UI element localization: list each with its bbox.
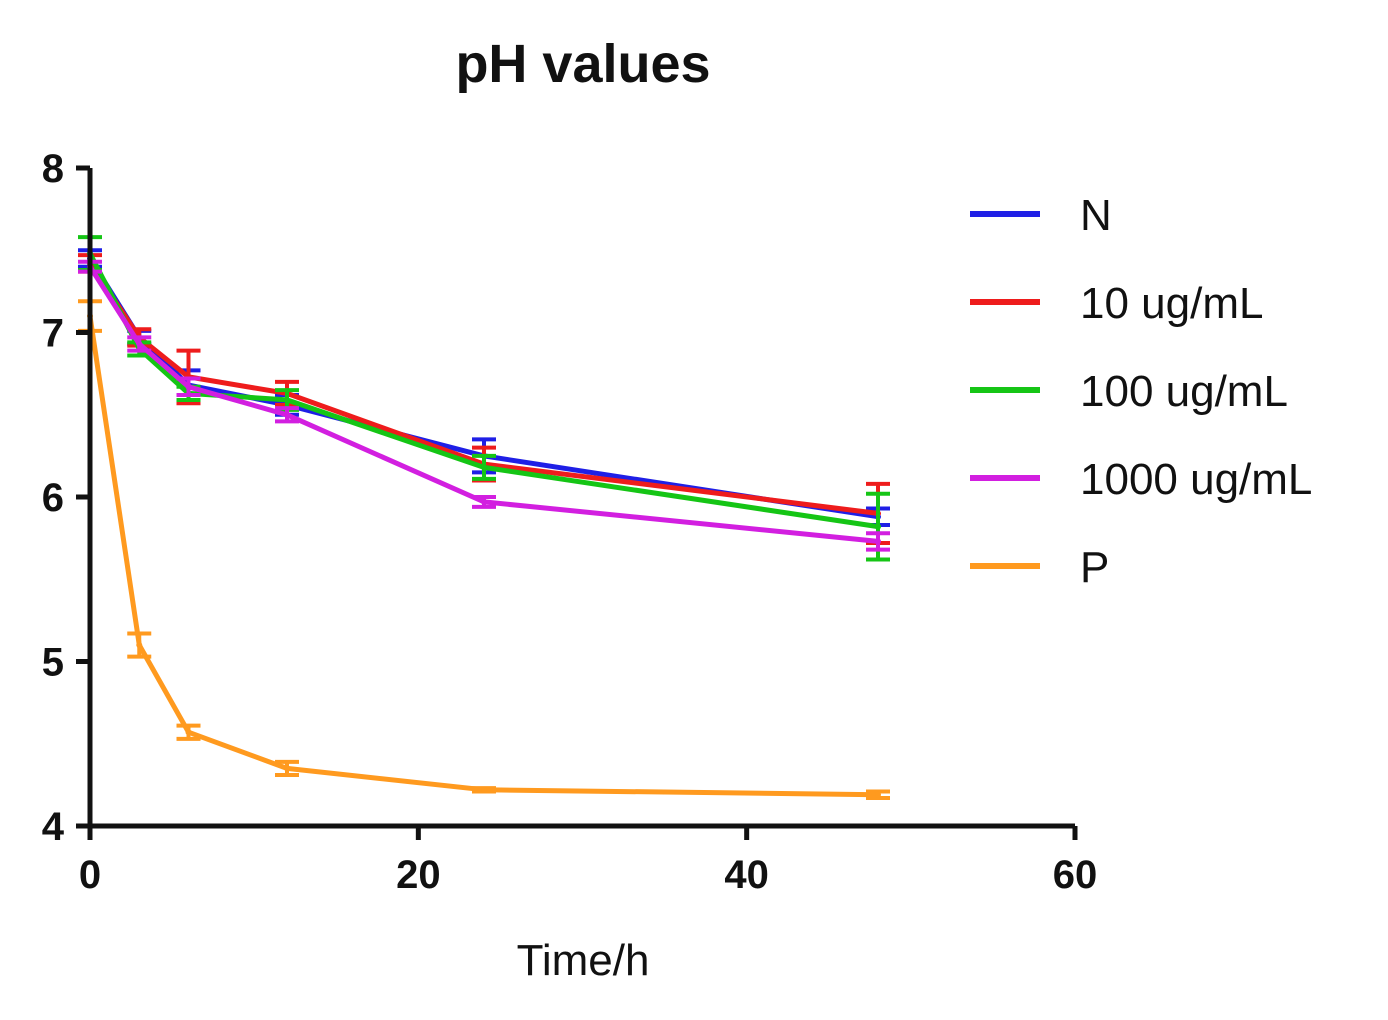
error-bar xyxy=(275,406,299,424)
data-point xyxy=(284,765,290,772)
error-bar xyxy=(866,789,890,801)
data-point xyxy=(481,464,487,471)
legend-label: 10 ug/mL xyxy=(1080,279,1263,328)
y-tick-label: 5 xyxy=(42,641,64,685)
x-tick-label: 0 xyxy=(79,853,101,897)
data-point xyxy=(284,411,290,418)
legend-item: 10 ug/mL xyxy=(970,279,1263,328)
x-axis-label: Time/h xyxy=(517,936,650,985)
data-point xyxy=(185,729,192,736)
y-tick-label: 8 xyxy=(42,147,64,191)
chart-title: pH values xyxy=(455,34,710,94)
series-p xyxy=(78,299,890,801)
series-line xyxy=(87,313,881,798)
y-tick-label: 7 xyxy=(42,312,64,356)
x-tick-label: 40 xyxy=(724,853,769,897)
data-point xyxy=(875,538,881,545)
data-point xyxy=(481,498,487,505)
series-line xyxy=(87,264,881,544)
error-bar xyxy=(127,335,152,353)
legend-label: P xyxy=(1080,543,1109,592)
legend-label: 1000 ug/mL xyxy=(1080,455,1312,504)
legend-item: P xyxy=(970,543,1109,592)
x-tick-label: 60 xyxy=(1053,853,1098,897)
legend-label: N xyxy=(1080,191,1112,240)
error-bar xyxy=(472,786,496,794)
data-point xyxy=(136,642,143,649)
data-point xyxy=(875,791,881,798)
error-bar xyxy=(866,531,890,552)
error-bar xyxy=(176,376,201,398)
y-tick-label: 6 xyxy=(42,476,64,520)
legend: N 10 ug/mL 100 ug/mL 1000 ug/mL P xyxy=(970,191,1312,592)
data-point xyxy=(875,523,881,530)
plot-area xyxy=(78,235,890,801)
y-tick-label: 4 xyxy=(42,805,65,849)
error-bar xyxy=(472,453,496,481)
data-point xyxy=(185,383,192,390)
data-point xyxy=(136,341,143,348)
error-bar xyxy=(176,723,201,741)
axes: 4 5 6 7 8 0 20 40 60 xyxy=(42,147,1098,897)
series-1000-ug-ml xyxy=(78,259,890,552)
error-bar xyxy=(127,631,152,659)
data-point xyxy=(284,396,290,403)
data-point xyxy=(481,786,487,793)
legend-item: 1000 ug/mL xyxy=(970,455,1312,504)
legend-label: 100 ug/mL xyxy=(1080,367,1288,416)
legend-item: N xyxy=(970,191,1112,240)
series-100-ug-ml xyxy=(78,235,890,562)
error-bar xyxy=(275,759,299,778)
legend-item: 100 ug/mL xyxy=(970,367,1288,416)
error-bar xyxy=(472,495,496,509)
x-tick-label: 20 xyxy=(396,853,441,897)
series-line xyxy=(87,260,881,516)
